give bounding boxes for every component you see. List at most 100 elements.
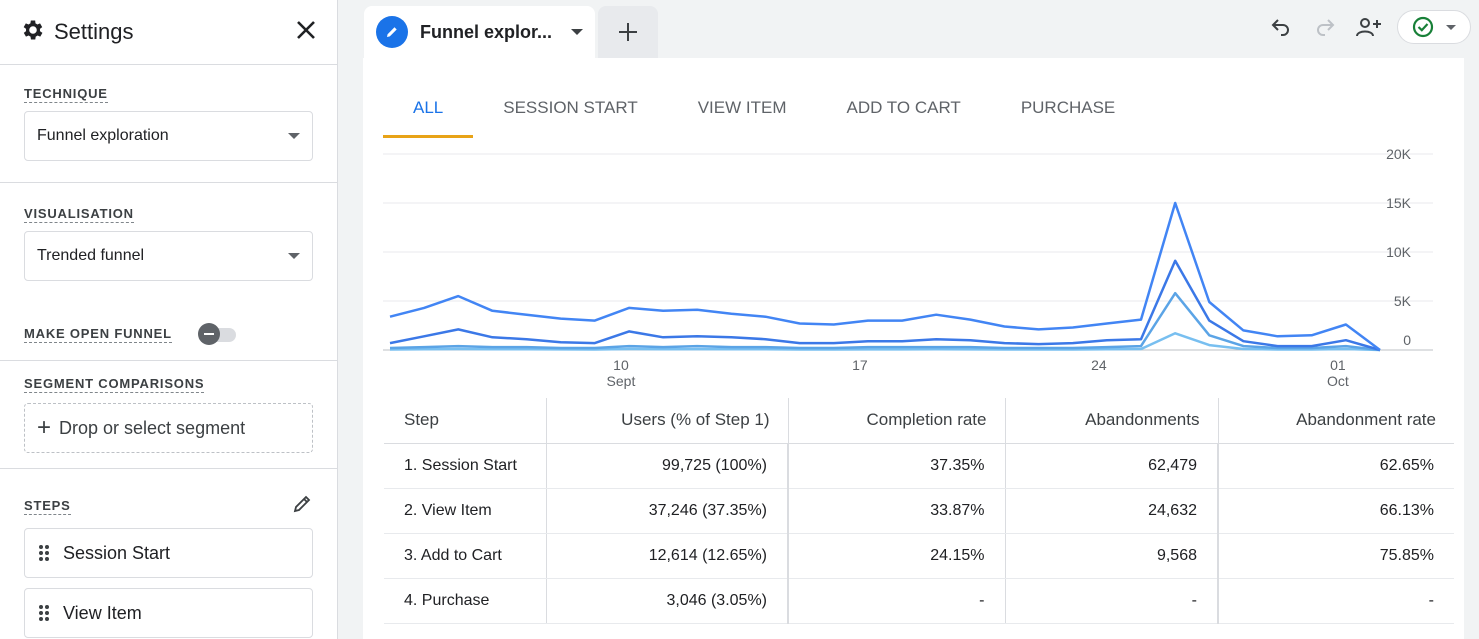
redo-icon[interactable] <box>1303 10 1347 44</box>
y-tick-label: 10K <box>1386 244 1412 260</box>
drag-handle-icon[interactable] <box>39 605 49 621</box>
plus-icon <box>619 23 637 41</box>
x-tick-sublabel: Sept <box>607 373 636 389</box>
table-row[interactable]: 2. View Item 37,246 (37.35%) 33.87% 24,6… <box>384 488 1454 534</box>
chevron-down-icon <box>288 133 300 139</box>
step-label: Session Start <box>63 542 171 563</box>
visualisation-select[interactable]: Trended funnel <box>24 231 313 281</box>
tab-session-start[interactable]: SESSION START <box>503 98 638 117</box>
table-row[interactable]: 4. Purchase 3,046 (3.05%) - - - <box>384 578 1454 624</box>
y-tick-label: 15K <box>1386 195 1412 211</box>
segment-drop-zone[interactable]: + Drop or select segment <box>24 403 313 453</box>
edit-icon <box>376 16 408 48</box>
cell-abandonment-rate: 66.13% <box>1217 488 1454 534</box>
cell-completion: - <box>787 578 1005 624</box>
cell-abandonments: 24,632 <box>1004 488 1218 534</box>
x-tick-label: 17 <box>852 357 868 373</box>
cell-completion: 37.35% <box>787 443 1005 489</box>
tab-funnel-exploration[interactable]: Funnel explor... <box>364 6 595 58</box>
technique-value: Funnel exploration <box>37 127 169 144</box>
x-tick-label: 10 <box>613 357 629 373</box>
series-line[interactable] <box>389 201 1381 352</box>
chevron-down-icon <box>288 253 300 259</box>
funnel-table: Step Users (% of Step 1) Completion rate… <box>384 398 1454 624</box>
visualisation-section: VISUALISATION Trended funnel MAKE OPEN F… <box>0 183 337 361</box>
cell-abandonments: 62,479 <box>1004 443 1218 489</box>
open-funnel-toggle[interactable] <box>197 323 238 345</box>
steps-label: STEPS <box>24 498 71 515</box>
cell-abandonment-rate: 75.85% <box>1217 533 1454 579</box>
chevron-down-icon <box>1446 24 1456 30</box>
visualisation-label: VISUALISATION <box>24 206 134 223</box>
technique-section: TECHNIQUE Funnel exploration <box>0 65 337 183</box>
drag-handle-icon[interactable] <box>39 545 49 561</box>
col-abandonments[interactable]: Abandonments <box>1004 398 1218 444</box>
visualisation-canvas: ALL SESSION START VIEW ITEM ADD TO CART … <box>363 58 1464 639</box>
open-funnel-label: MAKE OPEN FUNNEL <box>24 325 172 343</box>
cell-users: 99,725 (100%) <box>545 443 788 489</box>
open-funnel-row: MAKE OPEN FUNNEL <box>24 323 313 345</box>
series-line[interactable] <box>389 291 1381 352</box>
cell-users: 12,614 (12.65%) <box>545 533 788 579</box>
cell-abandonment-rate: - <box>1217 578 1454 624</box>
tab-purchase[interactable]: PURCHASE <box>1020 98 1116 117</box>
toolbar <box>1259 10 1479 44</box>
series-line[interactable] <box>389 259 1381 352</box>
steps-section: STEPS Session Start View Item <box>0 469 337 638</box>
cell-step: 1. Session Start <box>384 443 546 489</box>
col-completion-rate[interactable]: Completion rate <box>787 398 1005 444</box>
plus-icon: + <box>37 414 52 441</box>
undo-icon[interactable] <box>1259 10 1303 44</box>
segment-section: SEGMENT COMPARISONS + Drop or select seg… <box>0 361 337 469</box>
cell-abandonment-rate: 62.65% <box>1217 443 1454 489</box>
close-icon[interactable] <box>295 19 317 46</box>
add-tab-button[interactable] <box>598 6 658 58</box>
step-item[interactable]: View Item <box>24 588 313 638</box>
settings-title: Settings <box>54 19 134 44</box>
share-users-icon[interactable] <box>1347 10 1391 44</box>
cell-users: 3,046 (3.05%) <box>545 578 788 624</box>
col-users[interactable]: Users (% of Step 1) <box>545 398 788 444</box>
x-tick-label: 24 <box>1091 357 1107 373</box>
y-tick-label: 20K <box>1386 146 1412 162</box>
cell-step: 2. View Item <box>384 488 546 534</box>
settings-header: Settings <box>0 0 337 65</box>
gear-icon <box>20 17 46 48</box>
cell-users: 37,246 (37.35%) <box>545 488 788 534</box>
y-tick-label: 5K <box>1394 293 1412 309</box>
series-line[interactable] <box>389 332 1381 352</box>
x-tick-sublabel: Oct <box>1327 373 1349 389</box>
table-row[interactable]: 1. Session Start 99,725 (100%) 37.35% 62… <box>384 443 1454 489</box>
cell-abandonments: 9,568 <box>1004 533 1218 579</box>
settings-panel: Settings TECHNIQUE Funnel exploration VI… <box>0 0 338 639</box>
step-label: View Item <box>63 602 142 623</box>
col-abandonment-rate[interactable]: Abandonment rate <box>1217 398 1454 444</box>
table-row[interactable]: 3. Add to Cart 12,614 (12.65%) 24.15% 9,… <box>384 533 1454 579</box>
tab-all[interactable]: ALL <box>383 82 474 138</box>
tab-view-item[interactable]: VIEW ITEM <box>697 98 787 117</box>
cell-step: 3. Add to Cart <box>384 533 546 579</box>
chevron-down-icon[interactable] <box>571 29 583 35</box>
cell-completion: 33.87% <box>787 488 1005 534</box>
y-tick-label: 0 <box>1403 332 1411 348</box>
cell-abandonments: - <box>1004 578 1218 624</box>
table-header-row: Step Users (% of Step 1) Completion rate… <box>384 398 1454 444</box>
x-tick-label: 01 <box>1330 357 1346 373</box>
segment-placeholder: Drop or select segment <box>59 417 246 438</box>
step-item[interactable]: Session Start <box>24 528 313 578</box>
cell-completion: 24.15% <box>787 533 1005 579</box>
technique-label: TECHNIQUE <box>24 86 108 103</box>
col-step[interactable]: Step <box>384 398 546 444</box>
tab-add-to-cart[interactable]: ADD TO CART <box>846 98 961 117</box>
tab-name: Funnel explor... <box>420 21 553 42</box>
chart-step-tabs: ALL SESSION START VIEW ITEM ADD TO CART … <box>383 82 1145 138</box>
visualisation-value: Trended funnel <box>37 247 145 264</box>
technique-select[interactable]: Funnel exploration <box>24 111 313 161</box>
pencil-icon[interactable] <box>291 493 313 520</box>
exploration-tabbar: Funnel explor... <box>339 0 1479 58</box>
check-circle-icon <box>1412 16 1434 38</box>
cell-step: 4. Purchase <box>384 578 546 624</box>
segment-label: SEGMENT COMPARISONS <box>24 376 205 393</box>
save-status-button[interactable] <box>1397 10 1471 44</box>
